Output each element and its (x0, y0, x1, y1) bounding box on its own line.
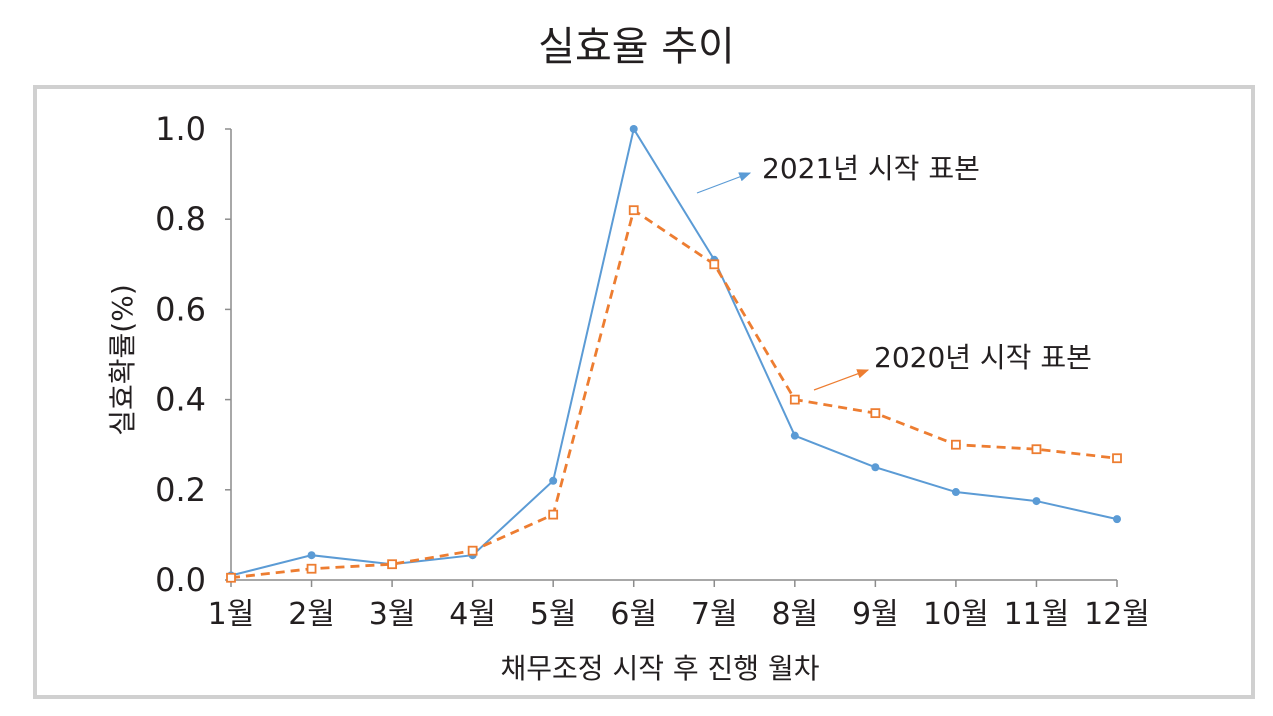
data-point (629, 125, 638, 133)
y-tick-label: 0.2 (155, 471, 206, 509)
data-point (951, 488, 960, 497)
y-tick-label: 0.4 (155, 381, 206, 419)
data-point (871, 463, 880, 472)
x-tick-label: 11월 (1004, 597, 1070, 632)
series-line-2 (230, 207, 1118, 580)
x-tick-label: 9월 (852, 597, 899, 632)
annotations: 2021년 시작 표본 2020년 시작 표본 (696, 152, 1092, 391)
x-tick-label: 4월 (449, 597, 496, 632)
y-tick-label: 0.6 (155, 290, 206, 328)
data-point (226, 572, 236, 583)
series-label: 2021년 시작 표본 (762, 152, 980, 185)
data-point (306, 563, 317, 574)
x-tick-label: 6월 (610, 597, 657, 632)
data-point (951, 439, 961, 450)
data-point (1112, 453, 1122, 464)
axes: 0.0 0.2 0.4 0.6 0.8 1.0 1월 2월 3월 4월 5월 6월 7월 8월 9월 10월 1… (106, 110, 1150, 685)
x-axis-title: 채무조정 시작 후 진행 월차 (501, 652, 820, 685)
y-tick-label: 0.0 (155, 561, 206, 599)
series-label-arrow (813, 369, 870, 391)
y-tick-label: 1.0 (155, 110, 206, 148)
x-tick-label: 8월 (771, 597, 818, 632)
x-tick-label: 10월 (923, 597, 989, 632)
series-label: 2020년 시작 표본 (874, 341, 1092, 374)
data-point (870, 408, 881, 419)
data-point (467, 545, 478, 556)
series-layer (226, 125, 1122, 583)
data-point (789, 394, 800, 405)
data-point (1113, 515, 1121, 524)
x-tick-label: 5월 (530, 597, 577, 632)
x-tick-label: 2월 (288, 597, 335, 632)
data-point (628, 205, 639, 216)
chart-title: 실효율 추이 (538, 24, 735, 70)
x-tick-label: 7월 (691, 597, 738, 632)
x-tick-label: 1월 (208, 597, 255, 632)
x-tick-label: 3월 (369, 597, 416, 632)
data-point (1032, 497, 1041, 506)
series-label-arrow (696, 172, 752, 194)
x-tick-label: 12월 (1084, 597, 1150, 632)
data-point (709, 259, 720, 270)
data-point (307, 551, 316, 560)
data-point (790, 431, 799, 440)
data-point (387, 559, 397, 570)
data-point (1031, 444, 1042, 455)
y-tick-label: 0.8 (155, 200, 206, 238)
data-point (549, 476, 558, 485)
chart-frame (33, 85, 1255, 699)
series-line-1 (230, 126, 1118, 577)
y-axis-title: 실효확률(%) (106, 284, 139, 436)
data-point (548, 509, 559, 520)
